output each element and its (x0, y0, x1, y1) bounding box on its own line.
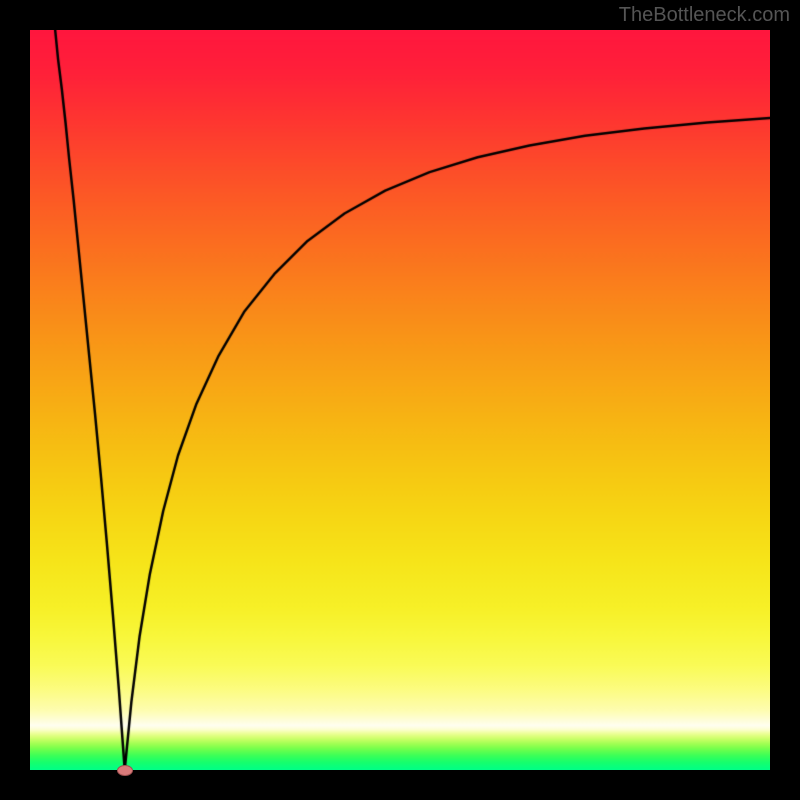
watermark-text: TheBottleneck.com (619, 4, 790, 27)
chart-container: TheBottleneck.com (0, 0, 800, 800)
bottleneck-curve (30, 30, 770, 770)
minimum-marker (117, 765, 133, 776)
